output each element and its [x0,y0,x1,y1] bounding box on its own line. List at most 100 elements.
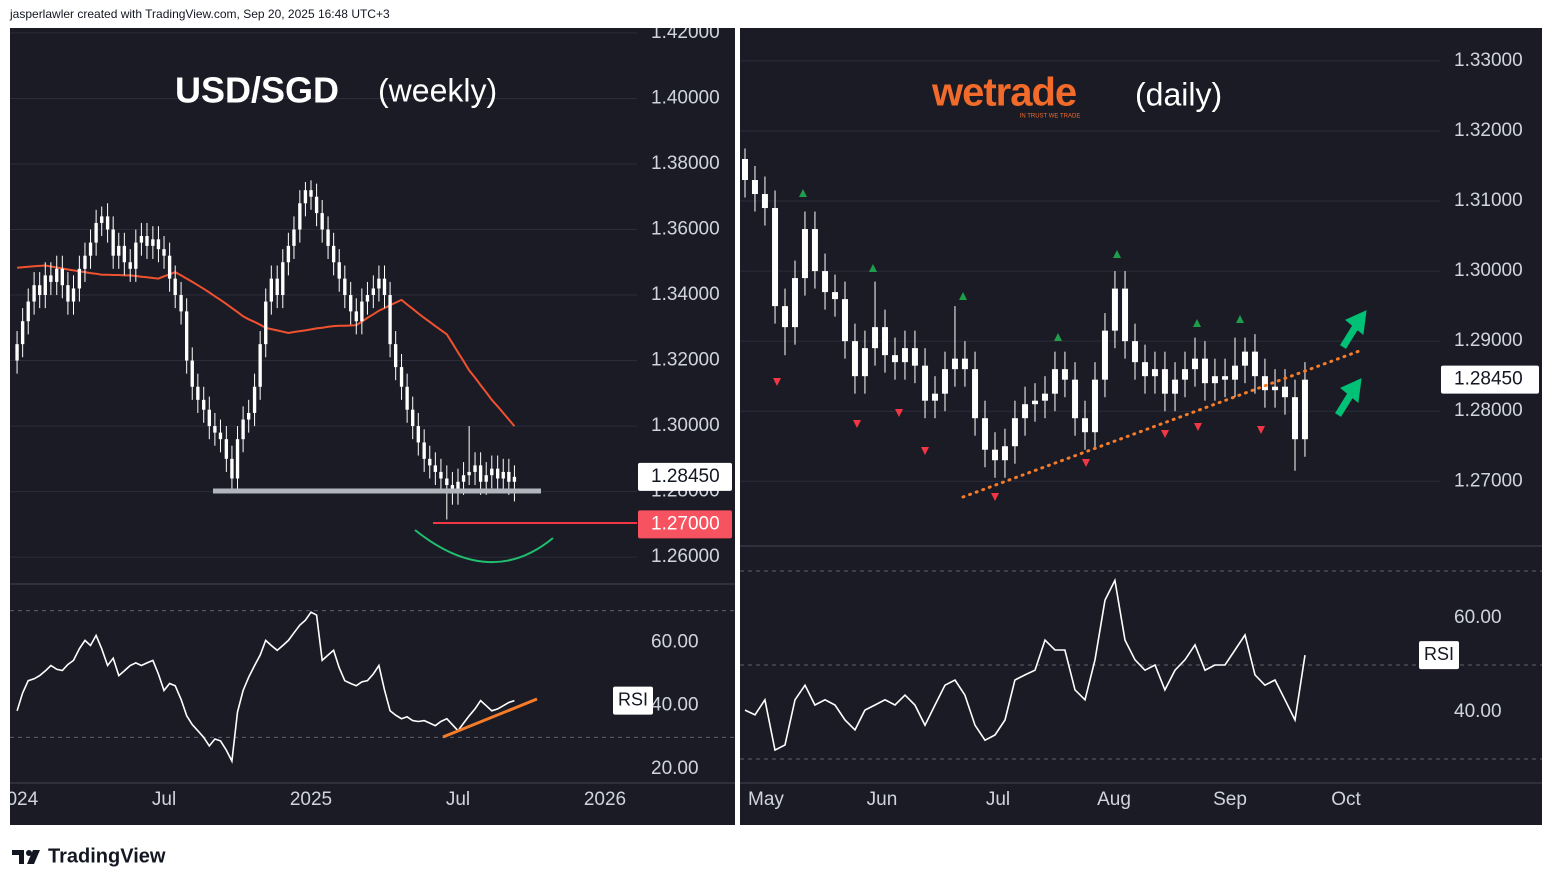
candle-body [60,268,64,286]
candle-body [1011,418,1018,447]
candle-body [377,278,381,289]
candle-body [1141,362,1148,377]
chart-subtitle: (daily) [1135,76,1222,112]
rsi-line [744,577,1306,752]
candle-body [467,471,471,476]
candle-body [922,365,929,401]
chart-title: USD/SGD [175,70,339,111]
rsi-tick-label: 40.00 [651,695,699,716]
candle-body [139,236,144,243]
candle-body [1251,351,1258,377]
price-label: 1.28450 [1454,369,1523,390]
candle-body [1061,369,1068,380]
candle-body [314,196,319,214]
candle-body [298,203,302,230]
candle-body [343,278,347,296]
candle-body [151,239,155,246]
x-tick-label: Jul [986,789,1010,810]
candle-body [416,426,420,443]
fractal-down [773,378,1265,501]
panel-bg [740,28,1542,825]
candle-body [167,255,172,279]
footer-text: TradingView [48,845,166,867]
arrows [1335,310,1367,417]
candle-body [1111,288,1118,331]
candle-body [190,360,194,387]
candle-body [456,481,460,492]
candle-body [741,159,748,181]
x-tick-label: Jun [867,789,898,810]
candle-body [901,348,908,363]
candle-body [961,358,968,370]
candle-body [911,348,918,366]
y-tick-label: 1.42000 [651,22,720,43]
candle-body [269,278,273,302]
candle-body [891,355,898,363]
candle-body [1211,376,1218,384]
base-curve [414,529,554,564]
candle-body [772,208,779,307]
candle-body [411,409,415,427]
candle-body [882,327,889,356]
x-tick-label: Sep [1213,789,1247,810]
candle-body [71,288,76,302]
trendline [961,348,1364,499]
candle-body [388,295,392,345]
candle-body [1022,404,1029,419]
logo-tagline: IN TRUST WE TRADE [1020,114,1081,120]
candle-body [501,471,505,479]
candle-body [473,465,477,472]
candle-body [1091,379,1098,433]
rsi-tick-label: 40.00 [1454,701,1502,722]
candle-body [1151,369,1158,377]
candle-body [281,262,285,296]
candle-body [461,475,466,482]
footer-logo: TradingView [12,845,166,867]
candle-body [371,288,376,296]
candle-body [1132,341,1139,363]
candle-body [1172,379,1179,394]
candle-body [751,180,758,195]
candle-body [1041,393,1048,401]
price-label-box [638,510,732,539]
candle-body [134,242,138,269]
candle-body [951,358,958,370]
x-tick-label: Jul [152,789,176,810]
candle-body [832,292,839,300]
candle-body [1191,358,1198,370]
candle-body [484,475,488,482]
candle-body [196,386,200,400]
candle-body [224,439,229,459]
candle-body [258,344,262,387]
y-tick-label: 1.36000 [651,219,720,240]
candle-body [100,216,104,223]
candle-body [1282,386,1289,398]
y-tick-label: 1.31000 [1454,190,1523,211]
y-tick-label: 1.32000 [651,350,720,371]
candle-body [275,278,279,296]
candle-body [354,311,358,322]
candle-body [156,239,161,250]
y-tick-label: 1.30000 [1454,260,1523,281]
y-tick-label: 1.34000 [651,284,720,305]
candle-body [932,393,939,401]
candle-body [399,367,404,387]
rsi-line [16,611,515,764]
rsi-label-box [1419,641,1459,670]
candle-body [88,242,93,256]
candle-body [1261,376,1268,391]
candle-body [320,213,324,230]
candle-body [1222,376,1229,380]
weekly-panel: 1.42000 1.40000 1.38000 1.36000 1.34000 1.320… [10,22,735,810]
candle-body [422,442,426,459]
price-label: 1.27000 [651,513,720,534]
candle-body [991,449,998,461]
candle-body [791,278,798,328]
candle-body [286,245,291,263]
candle-body [207,409,211,427]
candle-body [811,229,818,272]
candle-body [393,344,398,368]
candle-body [1301,379,1308,440]
rsi-trendline [442,697,538,739]
